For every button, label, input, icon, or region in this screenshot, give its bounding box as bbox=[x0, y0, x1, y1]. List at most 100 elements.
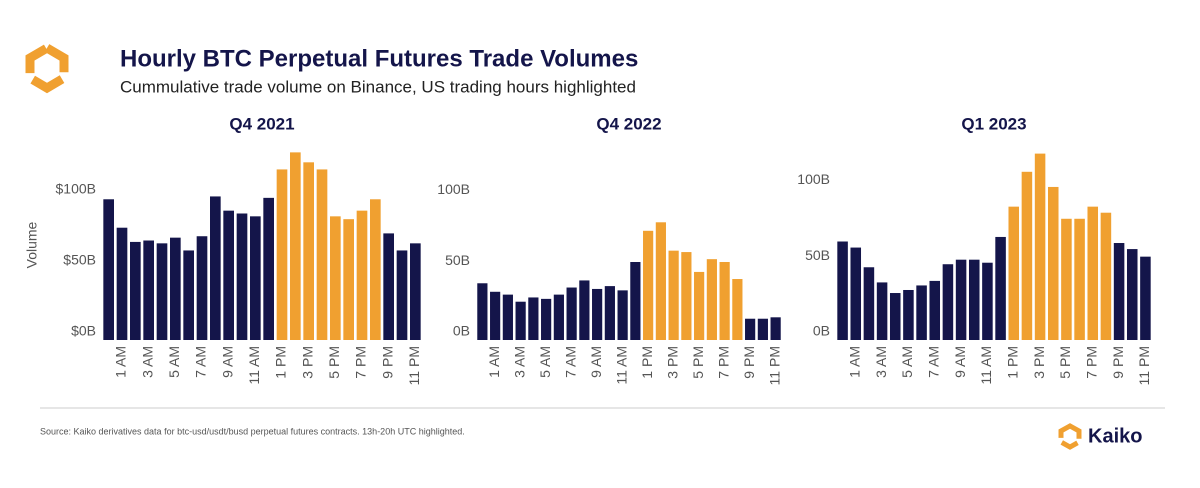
bar bbox=[643, 230, 654, 340]
bar bbox=[263, 197, 274, 340]
bar bbox=[968, 259, 980, 340]
x-tick-label: 5 AM bbox=[537, 346, 553, 378]
bar bbox=[876, 282, 888, 340]
x-tick-label: 3 PM bbox=[664, 346, 680, 379]
x-tick-label: 5 PM bbox=[690, 346, 706, 379]
chart-title: Q4 2022 bbox=[596, 114, 661, 133]
x-tick-label: 3 PM bbox=[299, 346, 315, 379]
bar bbox=[982, 262, 993, 340]
bar bbox=[396, 250, 408, 340]
bar bbox=[955, 259, 967, 340]
bar bbox=[757, 318, 768, 340]
bar bbox=[732, 279, 743, 340]
y-tick-label: $100B bbox=[56, 181, 96, 197]
bar bbox=[929, 280, 941, 340]
x-tick-label: 9 PM bbox=[1110, 346, 1126, 379]
bar bbox=[303, 162, 314, 340]
bar bbox=[116, 227, 128, 340]
x-tick-label: 1 AM bbox=[113, 346, 129, 378]
y-tick-label: 100B bbox=[437, 181, 470, 197]
bar bbox=[1047, 186, 1059, 340]
x-tick-label: 1 PM bbox=[639, 346, 655, 379]
bar bbox=[1126, 249, 1138, 340]
bar bbox=[370, 199, 381, 340]
source-note: Source: Kaiko derivatives data for btc-u… bbox=[40, 426, 465, 436]
bar bbox=[863, 267, 875, 340]
bar bbox=[655, 222, 666, 340]
bar bbox=[383, 233, 394, 340]
bar bbox=[995, 236, 1006, 340]
bar bbox=[566, 287, 577, 340]
bar bbox=[719, 262, 730, 340]
bar bbox=[889, 293, 901, 340]
bar bbox=[942, 264, 954, 340]
x-tick-label: 3 AM bbox=[139, 346, 155, 378]
x-tick-label: 11 AM bbox=[613, 346, 629, 385]
x-tick-label: 11 PM bbox=[406, 346, 422, 385]
x-tick-label: 9 AM bbox=[588, 346, 604, 378]
page-title: Hourly BTC Perpetual Futures Trade Volum… bbox=[120, 45, 638, 72]
x-tick-label: 1 PM bbox=[273, 346, 289, 379]
bar bbox=[916, 285, 927, 340]
bar bbox=[630, 262, 641, 340]
bar bbox=[103, 199, 114, 340]
x-tick-label: 7 AM bbox=[562, 346, 578, 378]
bar bbox=[343, 219, 354, 340]
bar bbox=[170, 237, 181, 340]
bar bbox=[668, 250, 679, 340]
x-tick-label: 3 AM bbox=[511, 346, 527, 378]
y-tick-label: 0B bbox=[813, 323, 830, 339]
bar bbox=[250, 216, 261, 340]
brand-name: Kaiko bbox=[1088, 425, 1142, 447]
bar bbox=[694, 271, 705, 340]
bar bbox=[410, 243, 421, 340]
bar bbox=[223, 210, 234, 340]
logo bbox=[25, 42, 69, 94]
y-tick-label: $0B bbox=[71, 323, 96, 339]
bar bbox=[1113, 243, 1125, 340]
bar bbox=[1140, 256, 1151, 340]
x-tick-label: 7 AM bbox=[193, 346, 209, 378]
bar bbox=[528, 297, 539, 340]
bar bbox=[477, 283, 488, 340]
bar bbox=[617, 290, 628, 340]
y-tick-label: 100B bbox=[797, 171, 830, 187]
bar bbox=[156, 243, 168, 340]
x-tick-label: 3 AM bbox=[873, 346, 889, 378]
bar bbox=[1021, 171, 1033, 340]
bar bbox=[541, 298, 552, 340]
y-tick-label: $50B bbox=[63, 252, 96, 268]
bar bbox=[490, 291, 501, 340]
bar bbox=[236, 213, 248, 340]
x-tick-label: 9 PM bbox=[379, 346, 395, 379]
bar bbox=[183, 250, 194, 340]
bar bbox=[903, 289, 914, 340]
x-tick-label: 5 PM bbox=[326, 346, 342, 379]
bar bbox=[850, 247, 862, 340]
bar bbox=[276, 169, 288, 340]
bar bbox=[1034, 153, 1046, 340]
bar bbox=[1100, 212, 1112, 340]
x-tick-label: 9 PM bbox=[741, 346, 757, 379]
x-tick-label: 5 AM bbox=[899, 346, 915, 378]
x-tick-label: 5 AM bbox=[166, 346, 182, 378]
x-tick-label: 7 PM bbox=[353, 346, 369, 379]
x-tick-label: 9 AM bbox=[219, 346, 235, 378]
bar bbox=[1087, 206, 1099, 340]
brand-logo bbox=[1058, 423, 1082, 450]
bar bbox=[196, 236, 208, 340]
y-tick-label: 50B bbox=[445, 252, 470, 268]
x-tick-label: 7 PM bbox=[1083, 346, 1099, 379]
bar bbox=[330, 216, 341, 340]
bar bbox=[604, 286, 615, 340]
page-subtitle: Cummulative trade volume on Binance, US … bbox=[120, 77, 636, 96]
chart-title: Q1 2023 bbox=[961, 114, 1026, 133]
bar bbox=[745, 318, 756, 340]
bar bbox=[1074, 218, 1085, 340]
bar bbox=[515, 301, 526, 340]
y-tick-label: 0B bbox=[453, 323, 470, 339]
x-tick-label: 11 PM bbox=[1136, 346, 1152, 385]
bar bbox=[681, 252, 692, 340]
bar bbox=[143, 240, 154, 340]
